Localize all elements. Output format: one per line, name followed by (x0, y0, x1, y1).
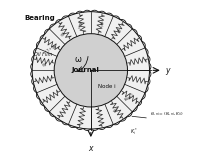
Text: Oil Film: Oil Film (34, 52, 52, 57)
Text: $K_{xi}$: $K_{xi}$ (112, 105, 122, 115)
Text: $K_{ii}$: $K_{ii}$ (40, 58, 48, 66)
Text: $K_{i+1,i}$: $K_{i+1,i}$ (42, 40, 57, 53)
Text: $K_{ii}$: $K_{ii}$ (113, 27, 123, 36)
Text: $K_{ii}$: $K_{ii}$ (57, 28, 66, 38)
Text: $K_{i,xi}$: $K_{i,xi}$ (74, 19, 83, 30)
Text: $K_{xi}$: $K_{xi}$ (96, 19, 105, 28)
Text: x: x (89, 144, 93, 153)
Circle shape (32, 12, 149, 129)
Text: Node i: Node i (98, 84, 116, 89)
Text: $K_{xi-1}$: $K_{xi-1}$ (123, 91, 137, 104)
Text: y: y (165, 66, 169, 75)
Text: $\theta_{i,ni} = (K_{i,ni}, K_{ii})$: $\theta_{i,ni} = (K_{i,ni}, K_{ii})$ (150, 111, 183, 118)
Text: $K_i^*$: $K_i^*$ (130, 126, 138, 137)
Text: Bearing: Bearing (25, 15, 56, 21)
Text: Journal: Journal (71, 67, 99, 73)
Text: ω: ω (74, 55, 81, 64)
Circle shape (54, 34, 127, 107)
